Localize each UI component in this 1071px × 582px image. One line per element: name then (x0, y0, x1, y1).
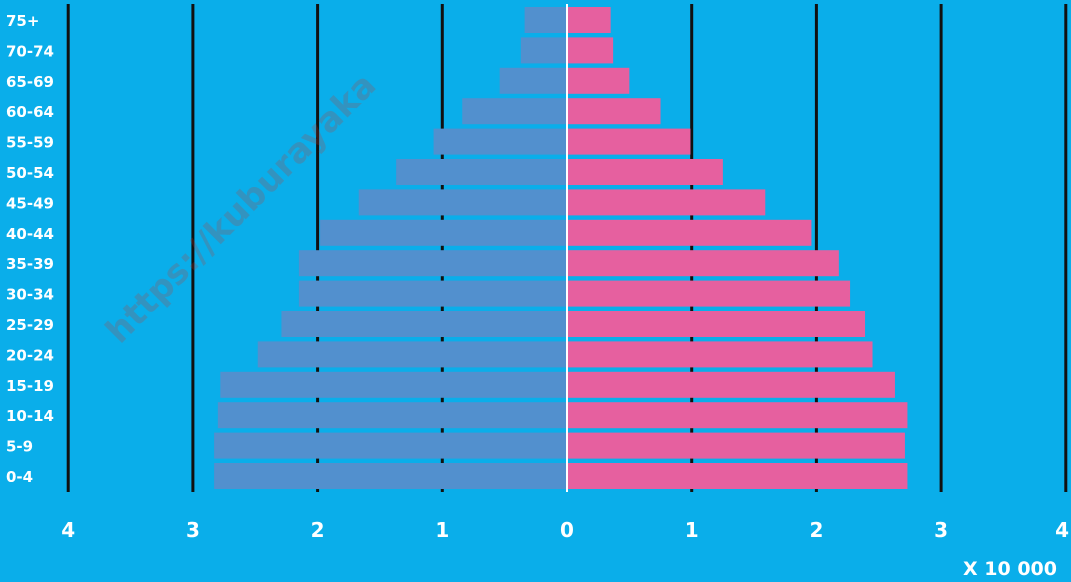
bar-left-65-69 (499, 67, 567, 94)
bar-left-40-44 (320, 219, 567, 246)
age-label-15-19: 15-19 (6, 377, 54, 395)
x-tick-label: 1 (685, 518, 699, 542)
bar-right-50-54 (567, 159, 723, 185)
x-tick-label: 3 (934, 518, 948, 542)
bar-left-30-34 (298, 280, 567, 307)
bar-left-60-64 (462, 98, 567, 125)
age-label-20-24: 20-24 (6, 346, 54, 364)
bar-right-25-29 (567, 311, 866, 337)
x-tick-label: 2 (809, 518, 823, 542)
bar-right-60-64 (567, 98, 661, 125)
bar-left-20-24 (257, 341, 567, 368)
age-label-35-39: 35-39 (6, 255, 54, 273)
age-label-30-34: 30-34 (6, 286, 54, 304)
age-label-70-74: 70-74 (6, 42, 54, 60)
bar-left-75+ (524, 7, 567, 33)
age-label-55-59: 55-59 (6, 134, 54, 152)
bar-left-55-59 (433, 128, 567, 155)
bar-left-25-29 (281, 311, 567, 337)
bar-right-15-19 (567, 371, 895, 398)
bar-left-10-14 (217, 402, 567, 429)
bars (214, 7, 908, 489)
x-tick-label: 3 (186, 518, 200, 542)
bar-left-50-54 (396, 159, 567, 185)
bar-left-45-49 (358, 189, 567, 216)
x-tick-label: 2 (311, 518, 325, 542)
bar-right-35-39 (567, 250, 839, 277)
bar-right-30-34 (567, 280, 851, 307)
age-label-10-14: 10-14 (6, 407, 54, 425)
bar-right-70-74 (567, 37, 614, 64)
age-label-45-49: 45-49 (6, 194, 54, 212)
bar-right-10-14 (567, 402, 908, 429)
bar-right-55-59 (567, 128, 691, 155)
bar-right-65-69 (567, 67, 630, 94)
age-label-65-69: 65-69 (6, 73, 54, 91)
grid-lines (66, 4, 1068, 492)
bar-left-0-4 (214, 463, 567, 489)
bar-right-45-49 (567, 189, 766, 216)
age-label-50-54: 50-54 (6, 164, 54, 182)
watermark: https://kuburayaka (98, 65, 384, 351)
age-label-0-4: 0-4 (6, 468, 33, 486)
bar-right-40-44 (567, 219, 812, 246)
age-label-40-44: 40-44 (6, 225, 54, 243)
bar-right-0-4 (567, 463, 908, 489)
age-label-75+: 75+ (6, 12, 39, 30)
bar-left-15-19 (220, 371, 568, 398)
bar-left-70-74 (520, 37, 567, 64)
age-label-5-9: 5-9 (6, 438, 33, 456)
bar-right-75+ (567, 7, 611, 33)
x-unit-label: X 10 000 (963, 558, 1057, 580)
x-tick-label: 1 (435, 518, 449, 542)
x-tick-label: 4 (1055, 518, 1069, 542)
x-axis-ticks: 4 3 2 1 0 1 2 3 4 (61, 518, 1069, 542)
age-label-25-29: 25-29 (6, 316, 54, 334)
bar-left-35-39 (298, 250, 567, 277)
bar-right-5-9 (567, 432, 905, 459)
bar-left-5-9 (214, 432, 567, 459)
age-group-labels: 0-4 5-9 10-14 15-19 20-24 25-29 30-34 35-39 40-4… (6, 12, 54, 486)
bar-right-20-24 (567, 341, 873, 368)
x-tick-label: 4 (61, 518, 75, 542)
age-label-60-64: 60-64 (6, 103, 54, 121)
x-tick-label: 0 (560, 518, 574, 542)
